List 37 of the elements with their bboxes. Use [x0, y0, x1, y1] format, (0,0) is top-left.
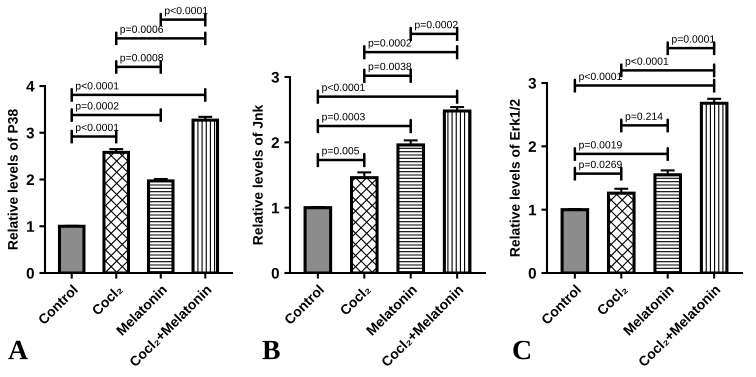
y-tick-label: 3: [528, 78, 536, 89]
text: p=0.0008: [120, 54, 164, 64]
y-tick-label: 1: [27, 221, 34, 232]
y-axis-title: Relative levels of P38: [8, 109, 18, 250]
text: p=0.0002: [415, 20, 458, 30]
y-axis-title: Relative levels of Jnk: [252, 104, 263, 244]
text: p<0.0001: [164, 6, 208, 16]
annotation: p=0.214: [626, 112, 663, 122]
annotation: p=0.0002: [76, 102, 118, 112]
y-tick-label: 4: [26, 81, 34, 92]
annotation: p=0.0269: [579, 160, 622, 170]
text: p=0.0001: [672, 35, 715, 45]
annotation: p=0.005: [322, 147, 360, 156]
y-tick-label: 0: [528, 268, 536, 279]
text: B: [262, 340, 280, 360]
annotation: p<0.0001: [76, 82, 119, 92]
y-tick-label: 0: [26, 268, 34, 279]
y-axis-title: Relative levels of Erk1/2: [510, 99, 520, 256]
text: p<0.0001: [626, 57, 668, 67]
y-tick-label: 2: [272, 137, 279, 148]
y-tick-label: 1: [272, 202, 280, 214]
y-tick-label: 0: [272, 268, 279, 279]
y-tick-label: 2: [26, 174, 34, 186]
annotation: p=0.0003: [322, 113, 365, 122]
annotation: p<0.0001: [322, 84, 365, 94]
y-tick-label: 3: [271, 72, 280, 83]
y-tick-label: 2: [528, 141, 536, 152]
annotation: p<0.0001: [76, 124, 119, 134]
y-tick-label: 1: [529, 204, 536, 216]
text: p=0.0038: [368, 62, 412, 72]
text: p<0.0001: [579, 72, 622, 82]
text: C: [513, 340, 530, 360]
text: A: [8, 340, 28, 360]
text: p=0.0002: [368, 39, 412, 49]
text: p=0.0006: [120, 26, 164, 35]
annotation: p=0.0019: [579, 141, 622, 151]
y-tick-label: 3: [26, 128, 34, 138]
